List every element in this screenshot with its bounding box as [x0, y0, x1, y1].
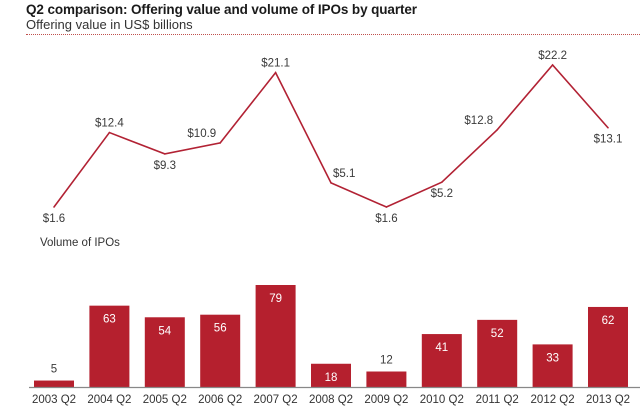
- x-tick-label: 2013 Q2: [586, 394, 630, 406]
- volume-bar: [311, 363, 351, 387]
- volume-bar: [89, 305, 130, 387]
- bar-value-label: 62: [602, 315, 615, 327]
- line-point: [219, 142, 221, 144]
- line-value-label: $1.6: [375, 213, 397, 225]
- bar-value-label: 33: [546, 352, 559, 364]
- line-value-label: $13.1: [594, 134, 623, 146]
- line-point: [551, 64, 554, 66]
- line-point: [53, 206, 55, 208]
- x-tick-label: 2003 Q2: [32, 394, 76, 406]
- bar-value-label: 12: [380, 355, 393, 367]
- volume-bar: [144, 317, 185, 387]
- line-point: [496, 128, 499, 131]
- offering-value-line: [53, 63, 609, 208]
- offering-value-line-chart: $1.6 $12.4 $9.3 $10.9 $21.1 $5.1 $1.6 $5.2 $12.8…: [43, 50, 623, 225]
- x-tick-label: 2007 Q2: [254, 394, 298, 406]
- line-value-label: $12.8: [464, 115, 493, 127]
- x-tick-label: 2012 Q2: [531, 394, 575, 406]
- x-tick-label: 2010 Q2: [420, 394, 464, 406]
- line-value-label: $10.9: [187, 128, 216, 140]
- x-tick-label: 2008 Q2: [309, 394, 353, 406]
- bar-value-label: 79: [269, 293, 282, 305]
- volume-bar: [532, 344, 573, 387]
- line-value-label: $21.1: [261, 58, 290, 70]
- volume-bar: [421, 334, 462, 387]
- line-value-label: $9.3: [154, 160, 176, 172]
- line-value-label: $5.2: [431, 188, 453, 200]
- ipo-volume-bar-chart: 5 2003 Q2 63 2004 Q2 54 2005 Q2 56 2006 Q2 79 200…: [29, 285, 640, 406]
- chart-title: Q2 comparison: Offering value and volume…: [26, 2, 417, 17]
- line-point: [441, 181, 443, 183]
- volume-section-label: Volume of IPOs: [40, 237, 120, 249]
- line-point: [164, 153, 166, 155]
- bar-value-label: 18: [325, 372, 338, 384]
- line-point: [330, 182, 332, 184]
- x-tick-label: 2009 Q2: [364, 394, 408, 406]
- bar-value-label: 54: [158, 325, 171, 337]
- line-point: [607, 126, 609, 129]
- x-tick-label: 2006 Q2: [198, 394, 242, 406]
- line-point: [108, 131, 111, 134]
- volume-bar: [588, 306, 628, 387]
- volume-bar: [366, 371, 407, 387]
- x-tick-label: 2004 Q2: [87, 394, 131, 406]
- line-point: [274, 71, 277, 74]
- line-value-label: $22.2: [538, 50, 567, 62]
- volume-bar: [34, 380, 74, 387]
- bar-value-label: 63: [103, 314, 116, 326]
- bar-value-label: 5: [51, 364, 57, 376]
- bar-value-label: 52: [491, 328, 504, 340]
- line-value-label: $12.4: [95, 118, 124, 130]
- line-value-label: $5.1: [333, 168, 355, 180]
- dotted-divider: [26, 34, 640, 35]
- line-value-label: $1.6: [43, 213, 65, 225]
- x-tick-label: 2011 Q2: [476, 394, 519, 406]
- line-point: [385, 206, 388, 208]
- bar-value-label: 56: [214, 323, 227, 335]
- bar-value-label: 41: [435, 342, 448, 354]
- x-tick-label: 2005 Q2: [143, 394, 187, 406]
- volume-bar: [477, 319, 518, 387]
- chart-subtitle: Offering value in US$ billions: [26, 17, 193, 32]
- volume-bar: [200, 314, 241, 387]
- volume-bar: [255, 285, 296, 387]
